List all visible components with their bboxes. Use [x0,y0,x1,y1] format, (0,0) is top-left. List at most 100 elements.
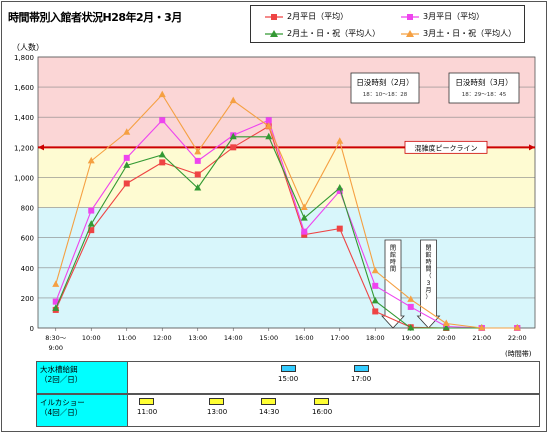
chart-title: 時間帯別入館者状況H28年2月・3月 [8,11,182,24]
data-point-3 [442,319,450,326]
x-tick-label: 22:00 [508,334,527,342]
data-point-0 [159,159,166,166]
data-point-0 [194,171,201,178]
data-point-3 [87,156,95,164]
x-tick-label: 10:00 [82,334,101,342]
data-point-1 [301,228,308,235]
data-point-2 [371,296,379,304]
x-tick-label: 8:30～ [45,334,67,342]
data-point-3 [265,122,273,129]
x-tick-label: 14:00 [224,334,243,342]
y-tick-label: 400 [21,265,34,273]
data-point-2 [52,304,60,311]
data-point-0 [230,144,237,151]
data-point-1 [407,303,414,310]
y-tick-label: 1,600 [14,84,34,92]
x-tick-label: 16:00 [295,334,314,342]
y-tick-label: 0 [30,325,34,333]
data-point-1 [123,154,130,161]
feeding-time-1500: 15:00 [278,375,299,383]
data-point-0 [336,225,343,232]
schedule-label-dolphin-line1: イルカショー [40,398,85,407]
data-point-3 [513,324,521,331]
show-time-1430: 14:30 [259,408,280,416]
data-point-2 [300,214,308,221]
series-line-1 [55,119,518,329]
peak-line-label-box [404,140,488,154]
y-tick-label: 200 [21,295,34,303]
data-point-2 [442,324,450,331]
y-tick-label: 1,200 [14,144,34,152]
series-line-2 [55,136,518,329]
x-tick-label: 17:00 [330,334,349,342]
legend-item-mar-holiday: 3月土・日・祝（平均人） [401,28,516,39]
schedule-label-feeding-line2: （2回／日） [40,375,83,384]
show-time-1600: 16:00 [312,408,333,416]
legend-label-feb-weekday: 2月平日（平均） [287,12,349,21]
schedule-label-feeding-line1: 大水槽給餌 [40,365,78,374]
sunset-box-0 [350,72,420,104]
peak-line-arrow-left [38,144,44,151]
legend-label-mar-weekday: 3月平日（平均） [423,12,485,21]
y-tick-label: 800 [21,205,34,213]
show-mark-1100 [139,398,154,405]
legend-label-feb-holiday: 2月土・日・祝（平均人） [287,29,381,38]
data-point-2 [407,324,415,331]
show-mark-1300 [209,398,224,405]
data-point-1 [88,207,95,214]
data-point-3 [123,128,131,135]
feeding-mark-1500 [281,365,296,372]
y-tick-label: 1,800 [14,54,34,62]
data-point-2 [123,161,131,168]
x-tick-label: 21:00 [472,334,491,342]
peak-line-arrow-right [529,144,535,151]
schedule-row-dolphin-show: イルカショー （4回／日） 11:00 13:00 14:30 16:00 [36,394,540,427]
data-point-0 [372,308,379,315]
schedule-row-feeding: 大水槽給餌 （2回／日） 15:00 17:00 [36,361,540,394]
y-tick-label: 1,400 [14,114,34,122]
x-tick-label: 19:00 [401,334,420,342]
show-time-1300: 13:00 [207,408,228,416]
closing-time-arrow-1 [416,239,441,329]
y-axis-unit: （人数） [12,43,44,52]
series-line-3 [55,93,518,329]
data-point-2 [194,183,202,191]
legend-item-feb-weekday: 2月平日（平均） [265,11,348,22]
show-mark-1430 [261,398,276,405]
data-point-1 [159,117,166,124]
x-axis-unit: (時間帯) [505,350,532,358]
data-point-1 [336,187,343,194]
closing-time-label-1: 閉館時間（ 3 月） [425,245,431,301]
data-point-3 [229,96,237,104]
closing-time-label-0: 閉館時間 [390,245,396,273]
legend-item-feb-holiday: 2月土・日・祝（平均人） [265,28,380,39]
data-point-3 [194,147,202,155]
data-point-1 [265,117,272,124]
data-point-2 [336,183,344,191]
legend-label-mar-holiday: 3月土・日・祝（平均人） [423,29,517,38]
data-point-0 [123,180,130,187]
x-tick-label: 11:00 [117,334,136,342]
data-point-1 [52,298,59,305]
sunset-label-1: 日没時刻（3月） [455,77,512,87]
data-point-3 [371,266,379,274]
data-point-3 [407,295,415,302]
data-point-2 [158,150,166,158]
line-chart: 0 200 400 600 800 1,000 1,200 1,400 1,600 1,800 8:… [14,54,536,352]
plot-area [37,56,536,329]
data-point-2 [229,132,237,140]
show-mark-1600 [314,398,329,405]
y-tick-label: 600 [21,235,34,243]
sunset-detail-1: 18：29～18：45 [462,92,507,98]
sunset-detail-0: 18：10～18：28 [363,92,408,98]
x-tick-label: 18:00 [366,334,385,342]
data-point-3 [300,203,308,211]
legend-item-mar-weekday: 3月平日（平均） [401,11,484,22]
data-point-1 [372,282,379,289]
sunset-label-0: 日没時刻（2月） [356,77,413,87]
data-point-0 [301,231,308,238]
schedule-label-feeding: 大水槽給餌 （2回／日） [37,362,128,393]
data-point-1 [194,157,201,164]
data-point-3 [52,280,60,287]
